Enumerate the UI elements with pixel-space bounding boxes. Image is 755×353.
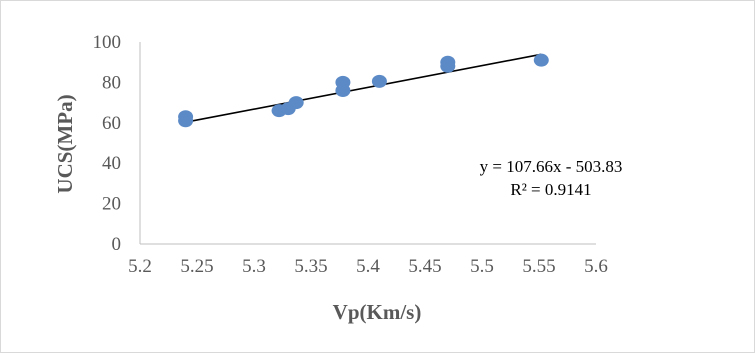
- r-squared-label: R² = 0.9141: [510, 180, 591, 199]
- data-point: [335, 83, 351, 97]
- y-axis: 0 20 40 60 80 100: [93, 32, 141, 255]
- data-point: [533, 53, 549, 67]
- x-tick-label: 5.2: [128, 256, 152, 277]
- y-axis-title: UCS(MPa): [53, 94, 77, 193]
- trendline-equation: y = 107.66x - 503.83: [480, 157, 623, 176]
- y-tick-label: 80: [102, 72, 121, 93]
- data-point: [440, 59, 456, 73]
- y-tick-label: 100: [93, 32, 122, 53]
- x-tick-label: 5.35: [294, 256, 327, 277]
- y-tick-label: 60: [102, 113, 121, 134]
- trendline-group: [185, 53, 542, 123]
- data-point: [371, 74, 387, 88]
- x-tick-label: 5.55: [522, 256, 555, 277]
- x-tick-label: 5.6: [584, 256, 608, 277]
- x-tick-label: 5.3: [242, 256, 266, 277]
- x-tick-label: 5.5: [470, 256, 494, 277]
- x-axis-title: Vp(Km/s): [333, 300, 422, 324]
- x-tick-label: 5.45: [408, 256, 441, 277]
- y-tick-label: 20: [102, 194, 121, 215]
- y-tick-label: 0: [112, 234, 122, 255]
- data-point: [178, 114, 194, 128]
- x-axis: 5.2 5.25 5.3 5.35 5.4 5.45 5.5 5.55 5.6: [128, 243, 608, 277]
- data-point: [288, 96, 304, 110]
- data-points: [178, 53, 549, 128]
- y-tick-label: 40: [102, 153, 121, 174]
- x-tick-label: 5.25: [180, 256, 213, 277]
- trendline: [185, 53, 542, 123]
- x-tick-label: 5.4: [356, 256, 380, 277]
